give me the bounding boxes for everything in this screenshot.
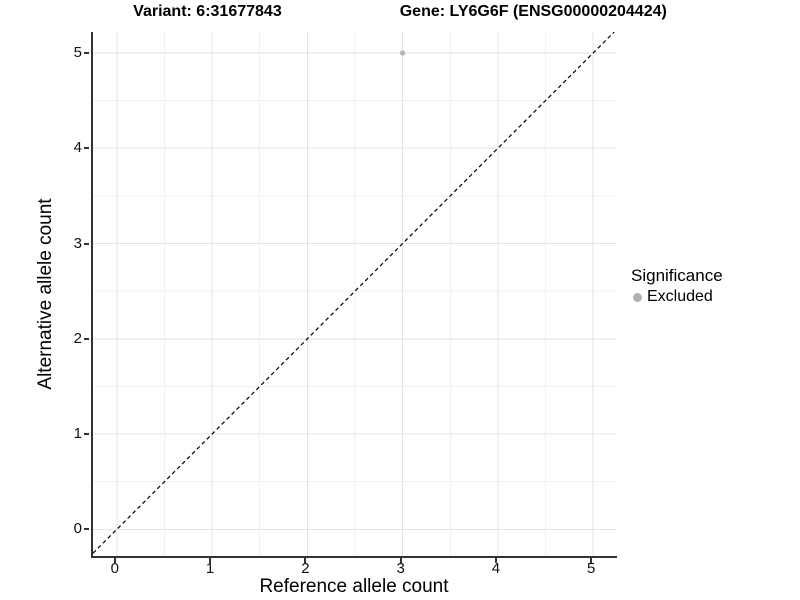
y-tick-label: 0: [73, 520, 82, 538]
y-tick-label: 3: [73, 234, 82, 252]
excluded-point-icon: [633, 292, 642, 302]
plot-panel: [91, 32, 617, 558]
x-tick-label: 1: [205, 560, 215, 577]
y-tick-label: 4: [73, 139, 82, 157]
y-tick-mark: [84, 528, 89, 531]
x-tick-label: 5: [587, 560, 596, 577]
y-tick-label: 5: [73, 43, 82, 61]
y-axis-label: Alternative allele count: [35, 198, 56, 390]
gene-title: Gene: LY6G6F (ENSG00000204424): [399, 3, 667, 20]
x-tick-label: 0: [110, 560, 119, 577]
x-tick-mark: [590, 558, 593, 563]
legend-item-excluded: Excluded: [629, 288, 723, 306]
plot-title: Variant: 6:31677843 Gene: LY6G6F (ENSG00…: [0, 3, 800, 21]
plot-area-canvas: [93, 32, 617, 556]
x-tick-mark: [113, 558, 116, 563]
y-tick-label: 2: [73, 329, 82, 347]
identity-reference-line: [93, 32, 615, 554]
x-tick-mark: [209, 558, 212, 563]
legend-title: Significance: [631, 266, 723, 285]
y-tick-mark: [84, 147, 89, 150]
x-axis-label: Reference allele count: [259, 576, 449, 597]
y-tick-mark: [84, 242, 89, 245]
variant-title: Variant: 6:31677843: [133, 3, 282, 20]
x-tick-mark: [399, 558, 402, 563]
y-tick-mark: [84, 51, 89, 54]
legend: Significance Excluded: [629, 266, 723, 306]
y-tick-mark: [84, 433, 89, 436]
x-tick-label: 2: [301, 560, 310, 577]
legend-item-label: Excluded: [647, 288, 713, 305]
x-tick-mark: [304, 558, 307, 563]
y-tick-mark: [84, 337, 89, 340]
x-tick-label: 4: [491, 560, 501, 577]
data-point: [400, 50, 406, 56]
x-tick-mark: [494, 558, 497, 563]
x-tick-label: 3: [396, 560, 405, 577]
y-tick-label: 1: [73, 425, 82, 443]
